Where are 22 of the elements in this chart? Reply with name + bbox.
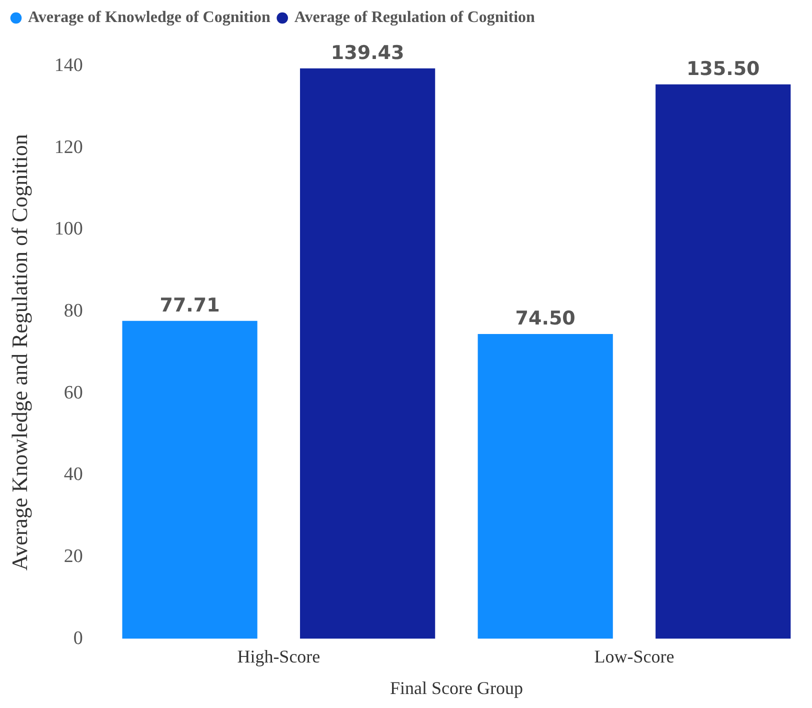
y-tick-label: 20 (64, 546, 83, 567)
y-tick-label: 120 (54, 136, 83, 158)
legend-label: Average of Regulation of Cognition (294, 9, 536, 26)
bar (122, 320, 258, 639)
bar (300, 68, 436, 639)
x-tick-label: High-Score (237, 646, 320, 666)
y-tick-label: 40 (64, 464, 83, 486)
x-tick-label: Low-Score (594, 646, 674, 666)
legend-label: Average of Knowledge of Cognition (28, 9, 270, 26)
y-axis-title: Average Knowledge and Regulation of Cognition (6, 134, 32, 571)
text: 135.50 (686, 58, 760, 80)
y-tick-label: 100 (54, 218, 83, 240)
bar (656, 84, 791, 639)
text: 77.71 (160, 294, 220, 316)
y-tick-label: 60 (64, 382, 83, 404)
text: 139.43 (330, 42, 404, 64)
bar (478, 334, 613, 639)
y-tick-label: 0 (73, 628, 83, 649)
y-tick-label: 140 (54, 54, 83, 76)
y-tick-label: 80 (64, 300, 83, 322)
x-axis-title: Final Score Group (390, 678, 523, 698)
text: 74.50 (515, 307, 576, 330)
